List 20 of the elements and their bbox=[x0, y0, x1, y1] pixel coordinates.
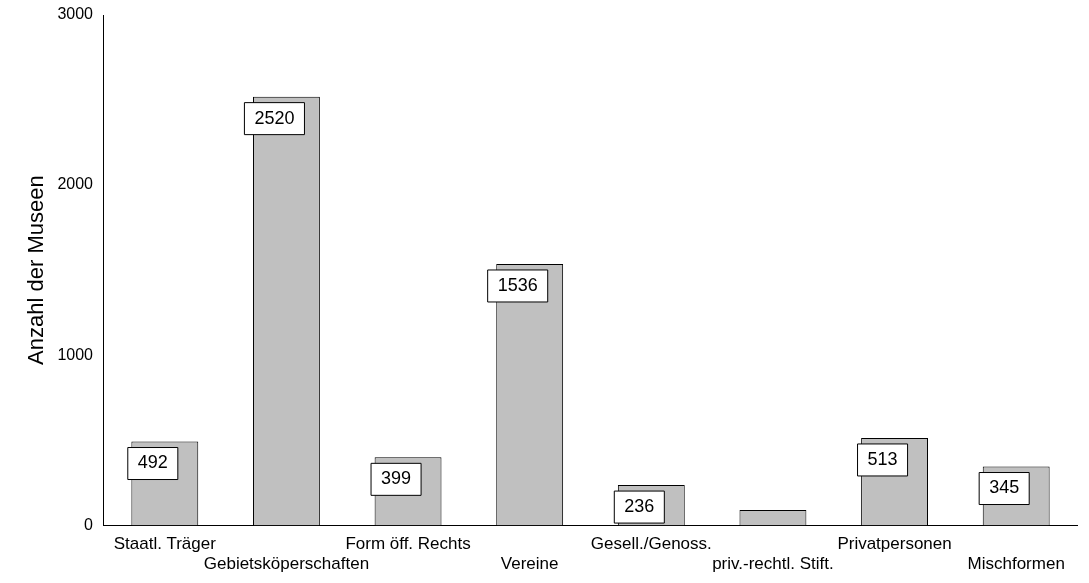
x-tick-label: Mischformen bbox=[967, 554, 1065, 574]
x-tick-label: Gesell./Genoss. bbox=[590, 534, 712, 554]
data-label: 513 bbox=[867, 448, 898, 469]
x-tick-label: Form öff. Rechts bbox=[345, 534, 471, 554]
data-label: 399 bbox=[381, 468, 412, 489]
data-label: 492 bbox=[137, 452, 168, 473]
y-tick-label: 2000 bbox=[57, 175, 94, 193]
data-label: 2520 bbox=[254, 107, 295, 128]
x-tick-label: Privatpersonen bbox=[837, 534, 952, 554]
y-tick-label: 0 bbox=[84, 515, 94, 533]
y-tick-label: 3000 bbox=[57, 5, 94, 23]
y-tick-label: 1000 bbox=[57, 345, 94, 363]
data-label: 345 bbox=[989, 477, 1020, 498]
x-tick-label: Staatl. Träger bbox=[113, 534, 217, 554]
x-tick-label: priv.-rechtl. Stift. bbox=[712, 554, 834, 574]
x-tick-label: Gebietsköperschaften bbox=[203, 554, 370, 574]
x-tick-label: Vereine bbox=[500, 554, 559, 574]
data-label: 1536 bbox=[497, 274, 538, 295]
data-label: 236 bbox=[624, 496, 655, 517]
y-axis-title: Anzahl der Museen bbox=[23, 175, 49, 365]
